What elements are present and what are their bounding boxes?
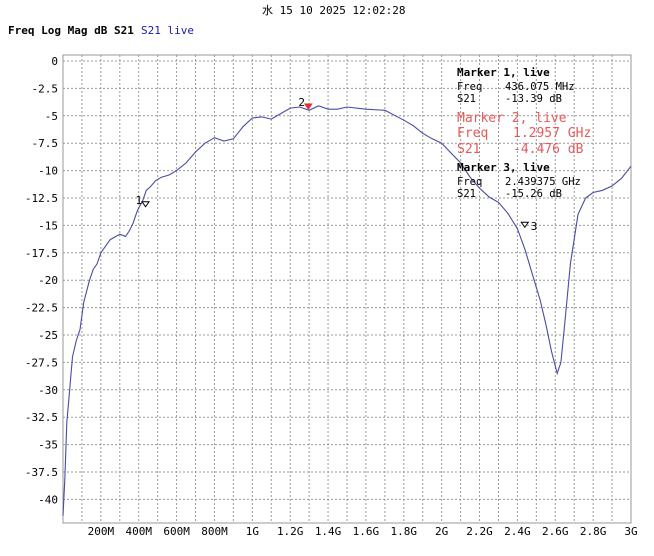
marker-3-readout: Marker 3, live Freq 2.439375 GHz S21 -15… [457,161,581,200]
marker-2-s21-label: S21 [457,142,480,157]
x-tick-label: 800M [201,525,228,538]
marker-1-freq-value: 436.075 MHz [505,81,575,93]
y-tick-label: -10 [38,165,58,178]
x-tick-label: 2G [435,525,448,538]
x-tick-label: 3G [624,525,637,538]
x-tick-label: 1.6G [353,525,380,538]
y-tick-label: -37.5 [25,466,58,479]
x-tick-label: 1.4G [315,525,342,538]
y-tick-label: -22.5 [25,302,58,315]
y-tick-label: -25 [38,329,58,342]
datetime-stamp: 水 15 10 2025 12:02:28 [262,4,405,17]
chart-title: Freq Log Mag dB S21 [8,24,134,37]
marker-3: 3 [520,220,538,233]
marker-2-header: Marker 2, live [457,111,567,126]
marker-1-readout: Marker 1, live Freq 436.075 MHz S21 -13.… [457,66,575,105]
trace-label: S21 live [141,24,194,37]
y-tick-label: -27.5 [25,356,58,369]
x-tick-label: 1.2G [277,525,304,538]
x-tick-label: 2.8G [580,525,607,538]
x-tick-label: 200M [88,525,115,538]
marker-2-readout: Marker 2, live Freq 1.2957 GHz S21 -4.47… [457,111,591,157]
y-tick-label: -2.5 [32,82,59,95]
marker-2-freq-label: Freq [457,126,488,141]
marker-1-s21-label: S21 [457,93,476,105]
y-tick-label: 0 [51,55,58,68]
y-tick-label: -35 [38,439,58,452]
marker-3-header: Marker 3, live [457,161,550,174]
marker-1-freq-label: Freq [457,81,482,93]
plot-frame [62,54,632,524]
marker-1-symbol [141,201,151,208]
markers: 1 2 3 [136,96,538,233]
marker-3-s21-label: S21 [457,188,476,200]
x-tick-label: 1G [246,525,259,538]
y-tick-label: -32.5 [25,411,58,424]
x-tick-label: 2.6G [542,525,569,538]
grid [63,55,631,523]
marker-2-symbol [303,103,313,110]
y-tick-label: -7.5 [32,137,59,150]
marker-3-number: 3 [531,220,538,233]
x-tick-label: 2.4G [504,525,531,538]
marker-2-s21-value: -4.476 dB [513,142,584,157]
marker-2-freq-value: 1.2957 GHz [513,126,591,141]
x-tick-label: 600M [163,525,190,538]
marker-1: 1 [136,194,151,208]
y-tick-label: -40 [38,493,58,506]
x-tick-label: 1.8G [391,525,418,538]
marker-3-s21-value: -15.26 dB [505,188,562,200]
marker-3-symbol [520,221,530,229]
s21-trace [62,105,632,516]
marker-3-freq-value: 2.439375 GHz [505,176,581,188]
marker-1-header: Marker 1, live [457,66,550,79]
marker-2: 2 [298,96,313,110]
x-tick-label: 2.2G [466,525,493,538]
y-axis: 0 -2.5 -5 -7.5 -10 -12.5 -15 -17.5 -20 -22.5 -25 -2… [25,55,58,506]
marker-3-freq-label: Freq [457,176,482,188]
marker-readout-panel: Marker 1, live Freq 436.075 MHz S21 -13.… [457,66,591,200]
marker-1-number: 1 [136,194,143,207]
y-tick-label: -15 [38,219,58,232]
y-tick-label: -12.5 [25,192,58,205]
marker-1-s21-value: -13.39 dB [505,93,562,105]
x-axis: 200M 400M 600M 800M 1G 1.2G 1.4G 1.6G 1.8G 2G 2.2G… [88,525,638,538]
y-tick-label: -17.5 [25,247,58,260]
y-tick-label: -30 [38,384,58,397]
y-tick-label: -20 [38,274,58,287]
y-tick-label: -5 [45,110,58,123]
x-tick-label: 400M [125,525,152,538]
marker-2-number: 2 [298,96,305,109]
